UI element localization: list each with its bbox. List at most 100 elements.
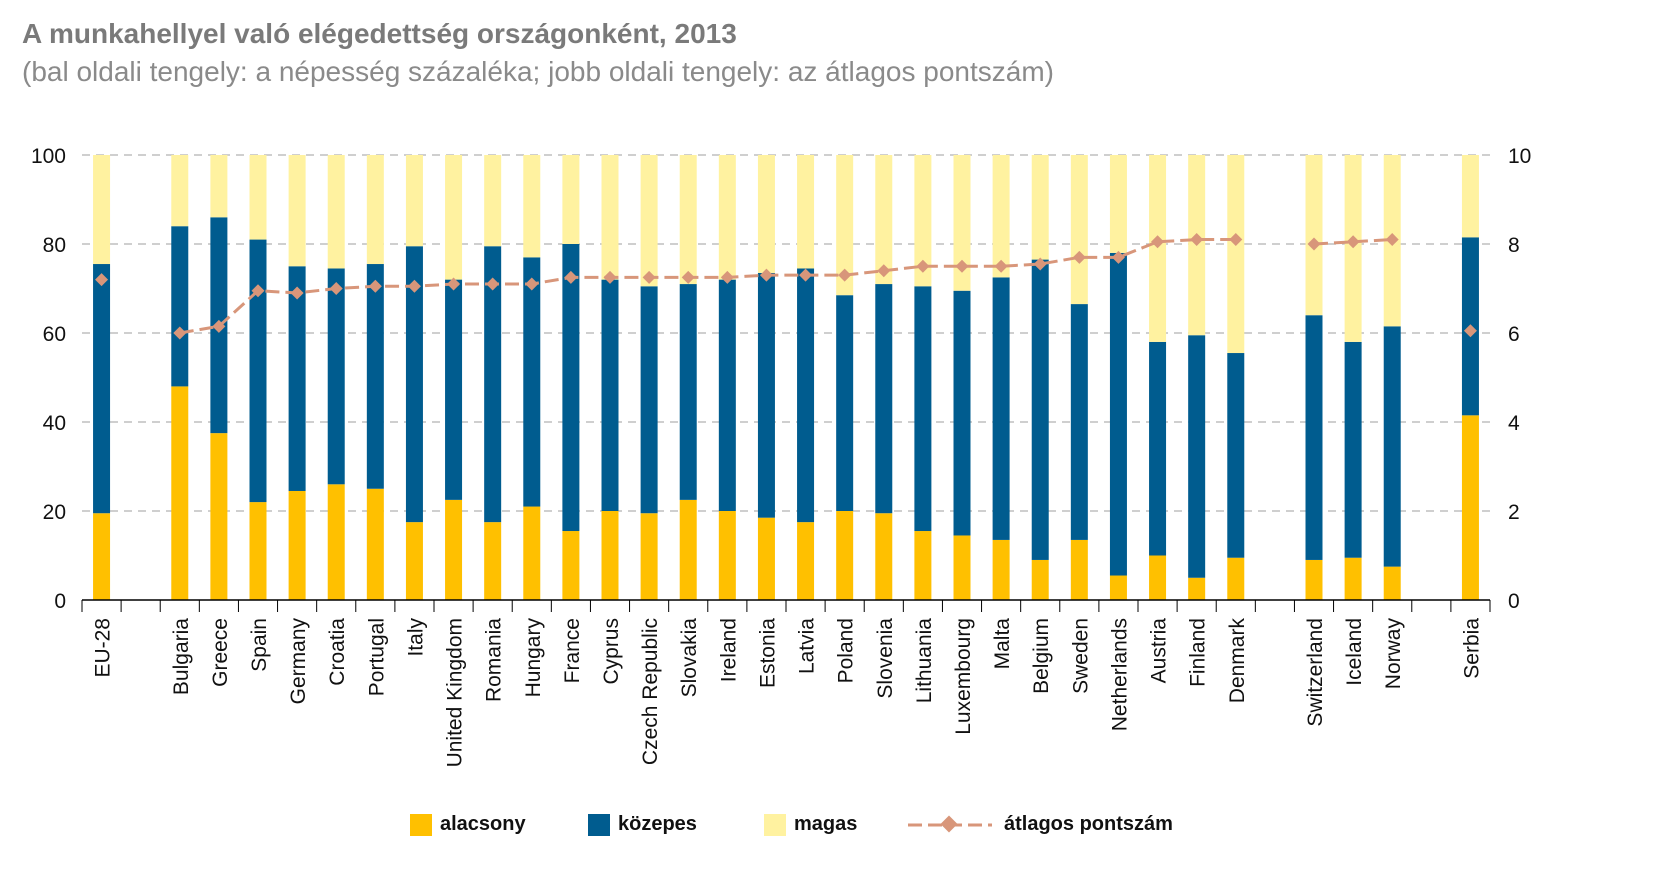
bar-alacsony-33 (1383, 566, 1401, 600)
bar-magas-27 (1149, 155, 1167, 342)
bar-magas-14 (640, 155, 658, 287)
category-label: Poland (835, 618, 858, 683)
bar-magas-35 (1461, 155, 1479, 238)
legend-item-magas: magas (764, 813, 857, 836)
bar-kozepes-20 (875, 284, 893, 514)
y-right-tick-label: 2 (1508, 501, 1520, 524)
y-right-tick-label: 10 (1508, 145, 1531, 168)
bar-magas-21 (914, 155, 932, 287)
bar-alacsony-35 (1461, 415, 1479, 600)
average-marker-21 (916, 259, 930, 273)
y-right-tick-label: 8 (1508, 234, 1520, 257)
bar-kozepes-4 (249, 239, 267, 503)
bar-kozepes-10 (484, 246, 502, 523)
bar-kozepes-8 (405, 246, 423, 523)
bar-alacsony-24 (1031, 559, 1049, 600)
average-marker-31 (1307, 237, 1321, 251)
bar-alacsony-4 (249, 502, 267, 600)
average-marker-33 (1385, 233, 1399, 247)
y-right-tick-label: 6 (1508, 323, 1520, 346)
average-marker-10 (486, 277, 500, 291)
bar-kozepes-19 (836, 295, 854, 511)
bar-magas-22 (953, 155, 971, 291)
average-line-segment-2 (1313, 238, 1393, 246)
category-label: Switzerland (1304, 618, 1327, 727)
bar-magas-0 (93, 155, 111, 265)
category-labels: EU-28 Bulgaria Greece Spain Germany Croatia Po… (92, 618, 1484, 768)
average-marker-35 (1463, 324, 1477, 338)
bar-magas-26 (1109, 155, 1127, 253)
legend-label-kozepes: közepes (618, 813, 697, 835)
bar-kozepes-26 (1109, 252, 1127, 576)
bar-magas-11 (523, 155, 541, 258)
average-marker-23 (994, 259, 1008, 273)
bar-alacsony-25 (1070, 539, 1088, 600)
bar-alacsony-29 (1227, 557, 1245, 600)
legend-swatch-alacsony (410, 813, 432, 836)
bar-alacsony-22 (953, 535, 971, 600)
bar-magas-4 (249, 155, 267, 240)
category-label: Luxembourg (952, 618, 975, 735)
average-marker-20 (877, 264, 891, 278)
category-label: Portugal (365, 618, 388, 696)
bar-magas-20 (875, 155, 893, 285)
bar-alacsony-11 (523, 506, 541, 600)
bar-kozepes-24 (1031, 259, 1049, 560)
average-marker-29 (1229, 233, 1243, 247)
bar-kozepes-32 (1344, 341, 1362, 558)
average-marker-16 (720, 270, 734, 284)
stacked-bar-chart: 0 20 40 60 80 100 0 2 4 6 8 10 EU-28 Bulgaria Greece… (31, 145, 1531, 768)
legend-swatch-kozepes (588, 813, 610, 836)
average-marker-4 (251, 284, 265, 298)
bar-alacsony-12 (562, 531, 580, 600)
bar-kozepes-28 (1188, 335, 1206, 578)
y-right-tick-label: 4 (1508, 412, 1520, 435)
average-line-segment-1 (179, 238, 1236, 335)
bar-alacsony-8 (405, 522, 423, 600)
category-label: Denmark (1226, 618, 1249, 704)
bar-magas-15 (679, 155, 697, 285)
bar-magas-12 (562, 155, 580, 244)
average-marker-18 (799, 268, 813, 282)
bar-kozepes-33 (1383, 326, 1401, 567)
average-score-line (95, 233, 1477, 340)
bar-magas-10 (484, 155, 502, 247)
bar-kozepes-29 (1227, 353, 1245, 558)
bar-magas-9 (445, 155, 463, 280)
chart-title: A munkahellyel való elégedettség országo… (22, 18, 737, 49)
bar-magas-24 (1031, 155, 1049, 260)
average-marker-24 (1033, 257, 1047, 271)
average-marker-15 (681, 270, 695, 284)
average-marker-11 (525, 277, 539, 291)
bar-alacsony-9 (445, 499, 463, 600)
category-label: Belgium (1030, 618, 1053, 694)
category-label: United Kingdom (444, 618, 467, 767)
bar-kozepes-21 (914, 286, 932, 532)
bar-alacsony-20 (875, 513, 893, 600)
category-label: Sweden (1069, 618, 1092, 694)
y-left-tick-label: 80 (43, 234, 66, 257)
legend-swatch-atlagos (908, 815, 992, 832)
bar-magas-5 (288, 155, 306, 267)
category-label: Czech Republic (639, 618, 662, 765)
average-marker-32 (1346, 235, 1360, 249)
category-label: Slovakia (678, 618, 701, 698)
bar-magas-6 (327, 155, 345, 269)
bar-kozepes-23 (992, 277, 1010, 540)
legend-item-atlagos: átlagos pontszám (906, 813, 1173, 836)
y-left-tick-label: 100 (31, 145, 66, 168)
bar-kozepes-27 (1149, 341, 1167, 556)
bar-alacsony-28 (1188, 577, 1206, 600)
bar-magas-3 (210, 155, 228, 218)
bar-alacsony-31 (1305, 559, 1323, 600)
category-label: Italy (404, 618, 427, 657)
bar-alacsony-23 (992, 539, 1010, 600)
bar-magas-13 (601, 155, 619, 280)
bar-magas-29 (1227, 155, 1245, 354)
average-marker-14 (642, 270, 656, 284)
category-label: Bulgaria (170, 618, 193, 695)
average-marker-12 (564, 270, 578, 284)
category-label: EU-28 (92, 618, 115, 678)
category-label: Malta (991, 618, 1014, 670)
bar-alacsony-17 (757, 517, 775, 600)
